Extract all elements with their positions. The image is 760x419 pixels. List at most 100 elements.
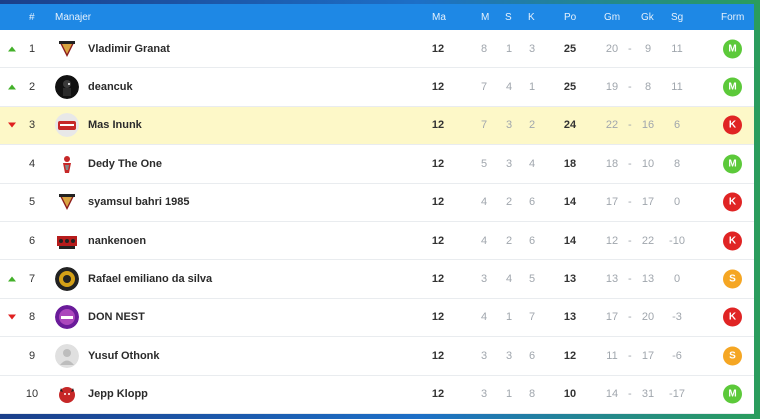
avatar[interactable] xyxy=(55,305,79,330)
points-value: 14 xyxy=(563,196,577,209)
won-count: 4 xyxy=(480,196,488,209)
manager-name[interactable]: Yusuf Othonk xyxy=(88,349,160,362)
goals-against: 17 xyxy=(641,196,655,209)
avatar[interactable] xyxy=(55,382,79,407)
points-value: 18 xyxy=(563,157,577,170)
goals-against: 8 xyxy=(644,81,652,94)
goals-separator: - xyxy=(628,349,632,362)
drawn-count: 4 xyxy=(505,81,513,94)
drawn-count: 1 xyxy=(505,388,513,401)
row-position: 3 xyxy=(28,119,36,132)
col-goals-against[interactable]: Gk xyxy=(641,12,654,23)
col-manager[interactable]: Manajer xyxy=(55,12,92,23)
goals-for: 19 xyxy=(605,81,619,94)
table-row[interactable]: 10 Jepp Klopp 12 3 1 8 10 14-31 -17 M xyxy=(0,375,754,414)
col-goals-for[interactable]: Gm xyxy=(604,12,621,23)
trend-up-icon xyxy=(8,276,16,282)
goals-for: 11 xyxy=(606,349,618,362)
avatar[interactable] xyxy=(55,267,79,292)
table-row[interactable]: 1 Vladimir Granat 12 8 1 3 25 20-9 11 M xyxy=(0,30,754,69)
form-badge: S xyxy=(723,346,742,366)
row-position: 7 xyxy=(28,273,36,286)
avatar[interactable] xyxy=(55,36,79,61)
goal-difference: 8 xyxy=(673,157,681,170)
form-badge: K xyxy=(723,307,742,327)
col-won[interactable]: M xyxy=(481,12,490,23)
avatar[interactable] xyxy=(55,113,79,138)
table-row[interactable]: 3 Mas Inunk 12 7 3 2 24 22-16 6 K xyxy=(0,106,754,146)
goals-against: 10 xyxy=(641,157,655,170)
played-count: 12 xyxy=(431,311,445,324)
points-value: 14 xyxy=(563,234,577,247)
goals-for: 14 xyxy=(605,388,619,401)
manager-name[interactable]: DON NEST xyxy=(88,311,145,324)
manager-name[interactable]: Vladimir Granat xyxy=(88,42,170,55)
avatar[interactable] xyxy=(55,343,79,368)
col-goal-diff[interactable]: Sg xyxy=(671,12,684,23)
goals-separator: - xyxy=(628,42,632,55)
form-badge: K xyxy=(723,115,742,135)
lost-count: 1 xyxy=(528,81,536,94)
manager-name[interactable]: nankenoen xyxy=(88,234,147,247)
col-rank[interactable]: # xyxy=(29,12,35,23)
points-value: 25 xyxy=(563,81,577,94)
manager-name[interactable]: Rafael emiliano da silva xyxy=(88,273,213,286)
lost-count: 2 xyxy=(528,119,536,132)
lost-count: 4 xyxy=(528,157,536,170)
table-row[interactable]: 2 deancuk 12 7 4 1 25 19-8 11 M xyxy=(0,68,754,107)
goal-difference: 6 xyxy=(673,119,681,132)
goals-against: 31 xyxy=(641,388,655,401)
goals-against: 9 xyxy=(644,42,652,55)
avatar[interactable] xyxy=(55,151,79,176)
avatar[interactable] xyxy=(55,228,79,253)
lost-count: 6 xyxy=(528,349,536,362)
row-position: 6 xyxy=(28,234,36,247)
goals-for: 18 xyxy=(605,157,619,170)
goals-against: 13 xyxy=(641,273,655,286)
goal-difference: -3 xyxy=(672,311,682,324)
form-badge: M xyxy=(723,39,742,59)
goals-separator: - xyxy=(628,388,632,401)
row-position: 10 xyxy=(25,388,39,401)
goal-difference: 0 xyxy=(673,196,681,209)
table-row[interactable]: 4 Dedy The One 12 5 3 4 18 18-10 8 M xyxy=(0,145,754,184)
trend-down-icon xyxy=(8,122,16,128)
form-badge: S xyxy=(723,269,742,289)
col-lost[interactable]: K xyxy=(528,12,535,23)
points-value: 24 xyxy=(563,119,577,132)
played-count: 12 xyxy=(431,234,445,247)
form-badge: K xyxy=(723,192,742,212)
won-count: 7 xyxy=(480,119,488,132)
table-row[interactable]: 8 DON NEST 12 4 1 7 13 17-20 -3 K xyxy=(0,298,754,338)
manager-name[interactable]: deancuk xyxy=(88,81,133,94)
won-count: 3 xyxy=(480,349,488,362)
table-row[interactable]: 7 Rafael emiliano da silva 12 3 4 5 13 13-13 0 S xyxy=(0,260,754,299)
table-row[interactable]: 9 Yusuf Othonk 12 3 3 6 12 11-17 -6 S xyxy=(0,337,754,376)
col-drawn[interactable]: S xyxy=(505,12,512,23)
drawn-count: 1 xyxy=(505,311,513,324)
manager-name[interactable]: Mas Inunk xyxy=(88,119,142,132)
manager-name[interactable]: Dedy The One xyxy=(88,157,162,170)
col-form[interactable]: Form xyxy=(721,12,745,23)
lost-count: 3 xyxy=(528,42,536,55)
col-points[interactable]: Po xyxy=(564,12,577,23)
trend-up-icon xyxy=(8,46,16,52)
won-count: 8 xyxy=(480,42,488,55)
col-played[interactable]: Ma xyxy=(432,12,446,23)
manager-name[interactable]: syamsul bahri 1985 xyxy=(88,196,190,209)
drawn-count: 4 xyxy=(505,273,513,286)
trend-up-icon xyxy=(8,84,16,90)
drawn-count: 2 xyxy=(505,234,513,247)
points-value: 25 xyxy=(563,42,577,55)
played-count: 12 xyxy=(431,42,445,55)
avatar[interactable] xyxy=(55,75,79,100)
avatar[interactable] xyxy=(55,190,79,215)
won-count: 4 xyxy=(480,311,488,324)
goals-separator: - xyxy=(628,196,632,209)
goals-for: 17 xyxy=(605,196,619,209)
manager-name[interactable]: Jepp Klopp xyxy=(88,388,148,401)
table-row[interactable]: 6 nankenoen 12 4 2 6 14 12-22 -10 K xyxy=(0,221,754,261)
row-position: 8 xyxy=(28,311,36,324)
table-row[interactable]: 5 syamsul bahri 1985 12 4 2 6 14 17-17 0 K xyxy=(0,183,754,222)
points-value: 13 xyxy=(563,311,577,324)
